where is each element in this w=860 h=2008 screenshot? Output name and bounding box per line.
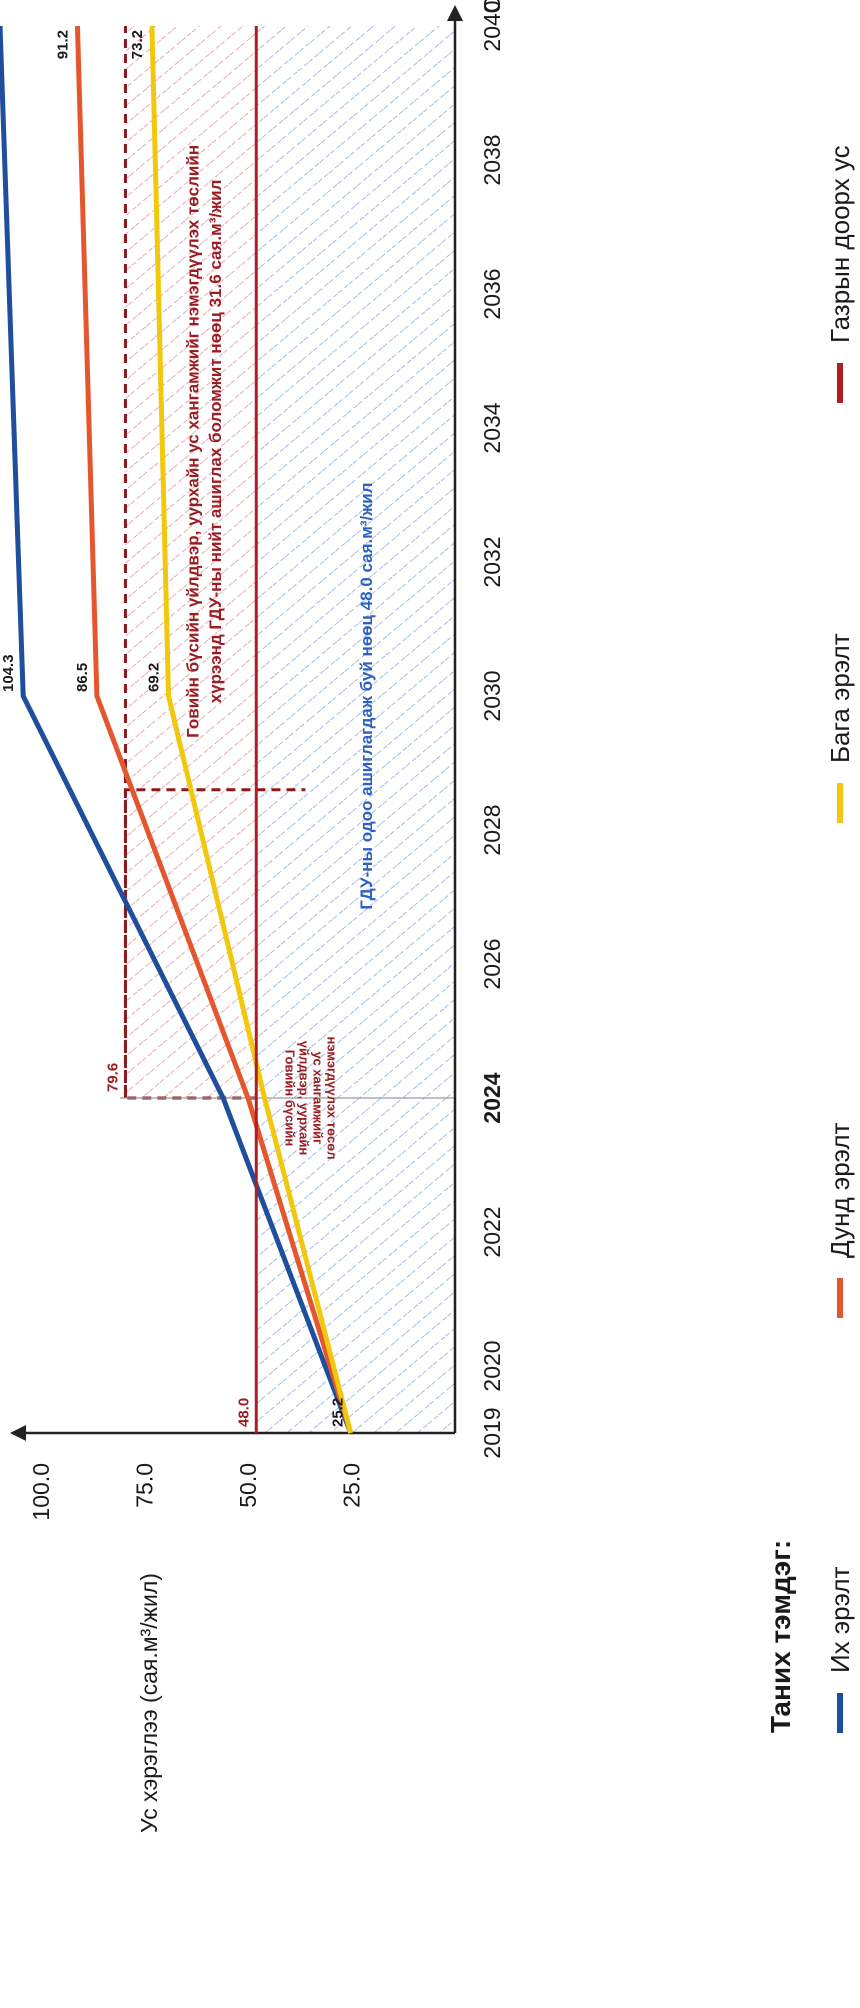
x-tick-label: 2038 xyxy=(479,134,505,185)
x-axis-arrow xyxy=(447,5,463,21)
series-line xyxy=(149,25,354,1434)
x-tick-label: 2034 xyxy=(479,402,505,453)
x-tick-label: 2040 xyxy=(479,0,505,51)
series-line xyxy=(0,25,354,1434)
project-start-note: Говийн бүсийн xyxy=(282,1050,297,1146)
project-reserve-note-1: Говийн бүсийн үйлдвэр, уурхайн ус хангам… xyxy=(183,145,202,738)
y-tick-label: 100.0 xyxy=(28,1463,54,1521)
label-end-medium: 91.2 xyxy=(54,30,71,59)
series-line xyxy=(74,25,354,1434)
legend-label: Их эрэлт xyxy=(825,1566,855,1673)
x-tick-label: 2022 xyxy=(479,1206,505,1257)
project-start-note: нэмэгдүүлэх төсөл xyxy=(324,1037,339,1160)
x-tick-label: 2036 xyxy=(479,268,505,319)
legend-label: Бага эрэлт xyxy=(825,633,855,763)
current-reserve-area xyxy=(256,26,455,1433)
project-reserve-note-2: хүрээнд ГДУ-ны нийт ашиглах боломжит нөө… xyxy=(206,180,225,704)
x-tick-label: 2028 xyxy=(479,804,505,855)
legend-label: Газрын доорх ус xyxy=(825,145,855,343)
label-start-high: 25.2 xyxy=(330,1398,347,1427)
label-reserve-top: 79.6 xyxy=(104,1063,121,1092)
y-tick-label: 25.0 xyxy=(339,1463,365,1508)
x-tick-label: 2019 xyxy=(479,1407,505,1458)
project-start-note: ус хангамжийг xyxy=(310,1052,325,1146)
y-tick-label: 75.0 xyxy=(132,1463,158,1508)
current-reserve-note: ГДУ-ны одоо ашиглагдаж буй нөөц 48.0 сая… xyxy=(357,482,376,909)
label-groundwater: 48.0 xyxy=(235,1398,252,1427)
y-tick-label: 50.0 xyxy=(235,1463,261,1508)
label-mid-high: 104.3 xyxy=(0,654,17,692)
y-axis-title: Ус хэрэглээ (сая.м³/жил) xyxy=(136,1573,162,1833)
label-mid-low: 69.2 xyxy=(146,663,163,692)
label-end-low: 73.2 xyxy=(129,30,146,59)
x-tick-label: 2030 xyxy=(479,670,505,721)
x-axis-title: Он xyxy=(479,0,505,13)
legend-title: Таних тэмдэг: xyxy=(765,1540,796,1733)
x-tick-label: 2024 xyxy=(479,1072,505,1123)
x-tick-label: 2032 xyxy=(479,536,505,587)
x-tick-label: 2020 xyxy=(479,1340,505,1391)
legend-label: Дунд эрэлт xyxy=(825,1122,855,1258)
x-tick-label: 2026 xyxy=(479,938,505,989)
project-start-note: үйлдвэр, уурхайн xyxy=(296,1041,311,1155)
y-axis-arrow xyxy=(10,1425,26,1441)
label-mid-medium: 86.5 xyxy=(74,663,91,692)
